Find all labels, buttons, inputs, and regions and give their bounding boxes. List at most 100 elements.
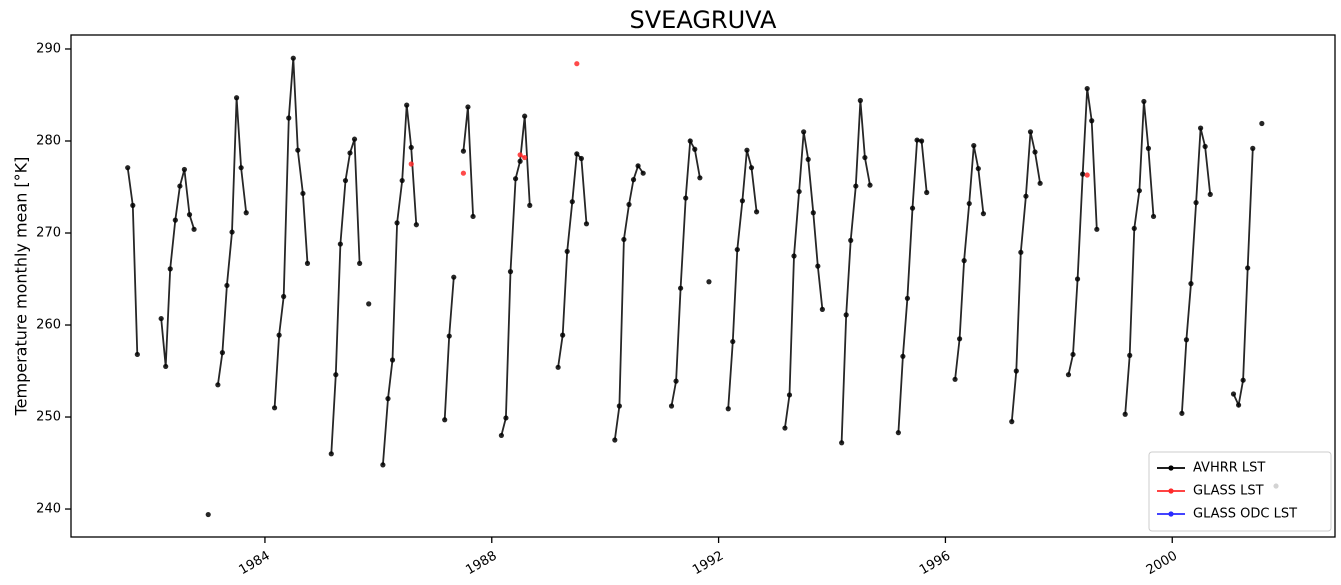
data-point [507, 269, 514, 275]
data-point [904, 295, 911, 301]
data-point [796, 188, 802, 195]
data-point [460, 170, 467, 176]
data-point [1183, 337, 1190, 343]
data-point [853, 183, 859, 189]
data-point [574, 61, 580, 67]
legend-box [1148, 451, 1332, 532]
data-point [503, 415, 509, 421]
data-point [1141, 98, 1147, 105]
data-point [1136, 188, 1142, 194]
data-point [219, 350, 226, 356]
data-point [673, 378, 679, 384]
data-point [442, 417, 448, 423]
data-point [980, 211, 987, 217]
series-line [520, 155, 1087, 175]
data-point [574, 151, 580, 157]
data-point [564, 248, 570, 255]
data-point [1193, 200, 1199, 206]
legend-label: GLASS LST [1193, 484, 1264, 499]
legend-marker [1168, 488, 1174, 494]
data-point [357, 260, 363, 266]
data-point [909, 205, 916, 211]
data-point [956, 336, 963, 342]
data-point [413, 222, 419, 228]
data-point [687, 138, 693, 144]
data-point [697, 175, 703, 181]
y-tick-label: 240 [36, 502, 61, 517]
data-point [404, 102, 410, 108]
data-point [815, 263, 821, 269]
data-point [782, 425, 788, 431]
data-point [1131, 225, 1137, 232]
data-point [1032, 149, 1038, 155]
y-tick-label: 280 [36, 133, 61, 148]
data-point [446, 333, 452, 339]
data-point [739, 198, 746, 204]
data-point [1080, 171, 1086, 177]
data-point [1188, 281, 1194, 287]
data-point [300, 190, 306, 197]
data-point [678, 285, 684, 291]
data-point [843, 312, 849, 318]
data-point [900, 353, 906, 359]
x-tick-label: 1984 [237, 549, 273, 579]
data-point [919, 138, 925, 144]
data-point [233, 95, 240, 101]
data-point [621, 236, 627, 243]
y-tick-label: 270 [36, 226, 61, 241]
data-point [555, 364, 561, 370]
data-point [177, 183, 183, 189]
data-point [186, 212, 193, 218]
data-point [1198, 125, 1204, 131]
data-point [134, 351, 140, 358]
data-point [683, 195, 689, 201]
legend-marker [1168, 511, 1174, 517]
data-point [281, 293, 287, 300]
data-point [1122, 411, 1128, 417]
data-point [527, 202, 533, 209]
data-point [522, 154, 528, 161]
x-tick-label: 2000 [1144, 549, 1180, 579]
data-point [394, 220, 400, 226]
x-tick-label: 1996 [917, 549, 953, 579]
data-point [857, 97, 863, 104]
data-point [640, 170, 646, 176]
chart-title: SVEAGRUVA [630, 6, 778, 34]
data-point [224, 282, 230, 289]
data-point [1070, 351, 1076, 358]
data-point [351, 136, 358, 142]
data-point [924, 189, 930, 196]
data-point [1013, 368, 1019, 374]
data-point [848, 237, 854, 243]
data-point [1009, 419, 1015, 425]
data-point [706, 279, 712, 285]
data-point [1084, 85, 1090, 92]
data-point [408, 144, 414, 151]
data-point [304, 260, 311, 266]
data-point [172, 217, 178, 223]
data-point [692, 146, 698, 152]
data-point [191, 226, 197, 232]
y-axis-label: Temperature monthly mean [°K] [12, 157, 31, 417]
data-point [744, 147, 750, 153]
y-tick-label: 250 [36, 410, 61, 425]
data-point [399, 177, 405, 184]
data-point [971, 142, 977, 149]
data-point [839, 440, 845, 446]
data-point [286, 115, 292, 121]
data-point [215, 382, 221, 388]
data-point [366, 301, 372, 307]
data-point [626, 201, 632, 208]
y-tick-label: 290 [36, 41, 61, 56]
data-point [408, 161, 414, 167]
data-point [517, 152, 523, 158]
data-point [1084, 172, 1090, 178]
data-point [914, 137, 920, 143]
data-point [125, 165, 131, 171]
data-point [819, 306, 825, 312]
plot-frame [70, 34, 1336, 538]
data-point [1150, 213, 1157, 220]
legend: AVHRR LST GLASS LST GLASS ODC LST [1148, 451, 1332, 532]
data-point [512, 176, 519, 182]
